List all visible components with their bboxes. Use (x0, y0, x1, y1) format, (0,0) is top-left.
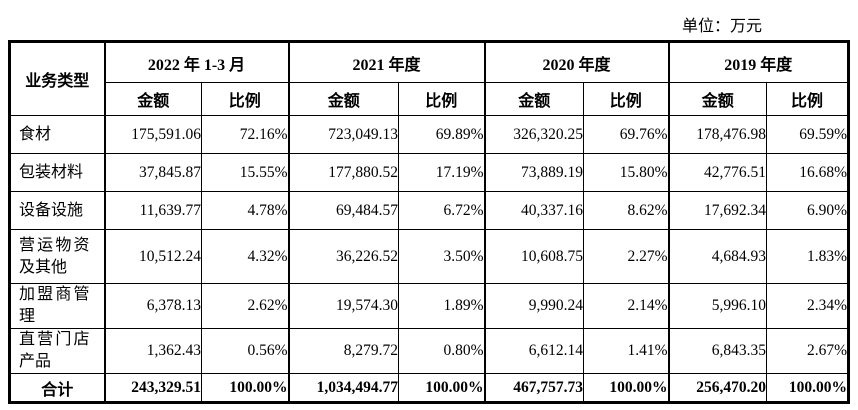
ratio-cell: 72.16% (201, 115, 289, 154)
col-header-amount: 金额 (667, 82, 768, 116)
ratio-cell: 2.14% (583, 283, 670, 329)
total-row: 合计 243,329.51 100.00% 1,034,494.77 100.0… (9, 373, 850, 403)
ratio-cell: 4.78% (201, 191, 289, 230)
amount-cell: 6,843.35 (667, 328, 768, 374)
col-group-2021: 2021 年度 (287, 41, 486, 83)
amount-cell: 467,757.73 (483, 373, 585, 403)
ratio-cell: 6.90% (766, 191, 850, 230)
amount-cell: 40,337.16 (483, 191, 585, 230)
ratio-cell: 69.76% (583, 115, 670, 154)
amount-cell: 175,591.06 (103, 115, 202, 154)
ratio-cell: 1.83% (766, 229, 850, 284)
col-header-ratio: 比例 (201, 82, 289, 116)
table-row: 营运物资及其他 10,512.24 4.32% 36,226.52 3.50% … (9, 229, 850, 284)
ratio-cell: 0.80% (397, 328, 486, 374)
amount-cell: 10,512.24 (103, 229, 202, 284)
unit-label: 单位：万元 (681, 18, 762, 35)
col-group-2019: 2019 年度 (667, 41, 850, 83)
amount-cell: 9,990.24 (483, 283, 585, 329)
amount-cell: 178,476.98 (667, 115, 768, 154)
ratio-cell: 0.56% (201, 328, 289, 374)
ratio-cell: 2.62% (201, 283, 289, 329)
amount-cell: 10,608.75 (483, 229, 585, 284)
ratio-cell: 4.32% (201, 229, 289, 284)
amount-cell: 177,880.52 (287, 153, 399, 192)
amount-cell: 6,378.13 (103, 283, 202, 329)
row-label: 设备设施 (9, 191, 105, 230)
col-header-ratio: 比例 (397, 82, 486, 116)
col-header-ratio: 比例 (766, 82, 850, 116)
amount-cell: 723,049.13 (287, 115, 399, 154)
ratio-cell: 69.89% (397, 115, 486, 154)
ratio-cell: 2.34% (766, 283, 850, 329)
col-header-business-type: 业务类型 (9, 41, 105, 116)
amount-cell: 256,470.20 (667, 373, 768, 403)
amount-cell: 36,226.52 (287, 229, 399, 284)
col-header-amount: 金额 (287, 82, 399, 116)
amount-cell: 37,845.87 (103, 153, 202, 192)
row-label: 包装材料 (9, 153, 105, 192)
amount-cell: 6,612.14 (483, 328, 585, 374)
ratio-cell: 8.62% (583, 191, 670, 230)
row-label: 直营门店产品 (9, 328, 105, 374)
col-header-amount: 金额 (483, 82, 585, 116)
amount-cell: 1,362.43 (103, 328, 202, 374)
row-label: 营运物资及其他 (9, 229, 105, 284)
col-header-amount: 金额 (103, 82, 202, 116)
table-row: 食材 175,591.06 72.16% 723,049.13 69.89% 3… (9, 115, 850, 154)
amount-cell: 8,279.72 (287, 328, 399, 374)
ratio-cell: 6.72% (397, 191, 486, 230)
amount-cell: 19,574.30 (287, 283, 399, 329)
total-label: 合计 (9, 373, 105, 403)
ratio-cell: 100.00% (583, 373, 670, 403)
amount-cell: 69,484.57 (287, 191, 399, 230)
ratio-cell: 100.00% (397, 373, 486, 403)
table-row: 加盟商管理 6,378.13 2.62% 19,574.30 1.89% 9,9… (9, 283, 850, 329)
ratio-cell: 16.68% (766, 153, 850, 192)
ratio-cell: 100.00% (201, 373, 289, 403)
ratio-cell: 1.89% (397, 283, 486, 329)
ratio-cell: 100.00% (766, 373, 850, 403)
amount-cell: 243,329.51 (103, 373, 202, 403)
amount-cell: 326,320.25 (483, 115, 585, 154)
revenue-composition-table: 业务类型 2022 年 1-3 月 2021 年度 2020 年度 2019 年… (8, 40, 851, 404)
col-group-2022: 2022 年 1-3 月 (103, 41, 289, 83)
amount-cell: 4,684.93 (667, 229, 768, 284)
amount-cell: 17,692.34 (667, 191, 768, 230)
col-header-ratio: 比例 (583, 82, 670, 116)
col-group-2020: 2020 年度 (483, 41, 670, 83)
amount-cell: 73,889.19 (483, 153, 585, 192)
ratio-cell: 15.80% (583, 153, 670, 192)
amount-cell: 1,034,494.77 (287, 373, 399, 403)
table-row: 包装材料 37,845.87 15.55% 177,880.52 17.19% … (9, 153, 850, 192)
row-label: 食材 (9, 115, 105, 154)
row-label: 加盟商管理 (9, 283, 105, 329)
amount-cell: 42,776.51 (667, 153, 768, 192)
ratio-cell: 1.41% (583, 328, 670, 374)
amount-cell: 5,996.10 (667, 283, 768, 329)
table-row: 设备设施 11,639.77 4.78% 69,484.57 6.72% 40,… (9, 191, 850, 230)
ratio-cell: 15.55% (201, 153, 289, 192)
table-row: 直营门店产品 1,362.43 0.56% 8,279.72 0.80% 6,6… (9, 328, 850, 374)
ratio-cell: 2.67% (766, 328, 850, 374)
ratio-cell: 69.59% (766, 115, 850, 154)
ratio-cell: 2.27% (583, 229, 670, 284)
ratio-cell: 3.50% (397, 229, 486, 284)
ratio-cell: 17.19% (397, 153, 486, 192)
amount-cell: 11,639.77 (103, 191, 202, 230)
